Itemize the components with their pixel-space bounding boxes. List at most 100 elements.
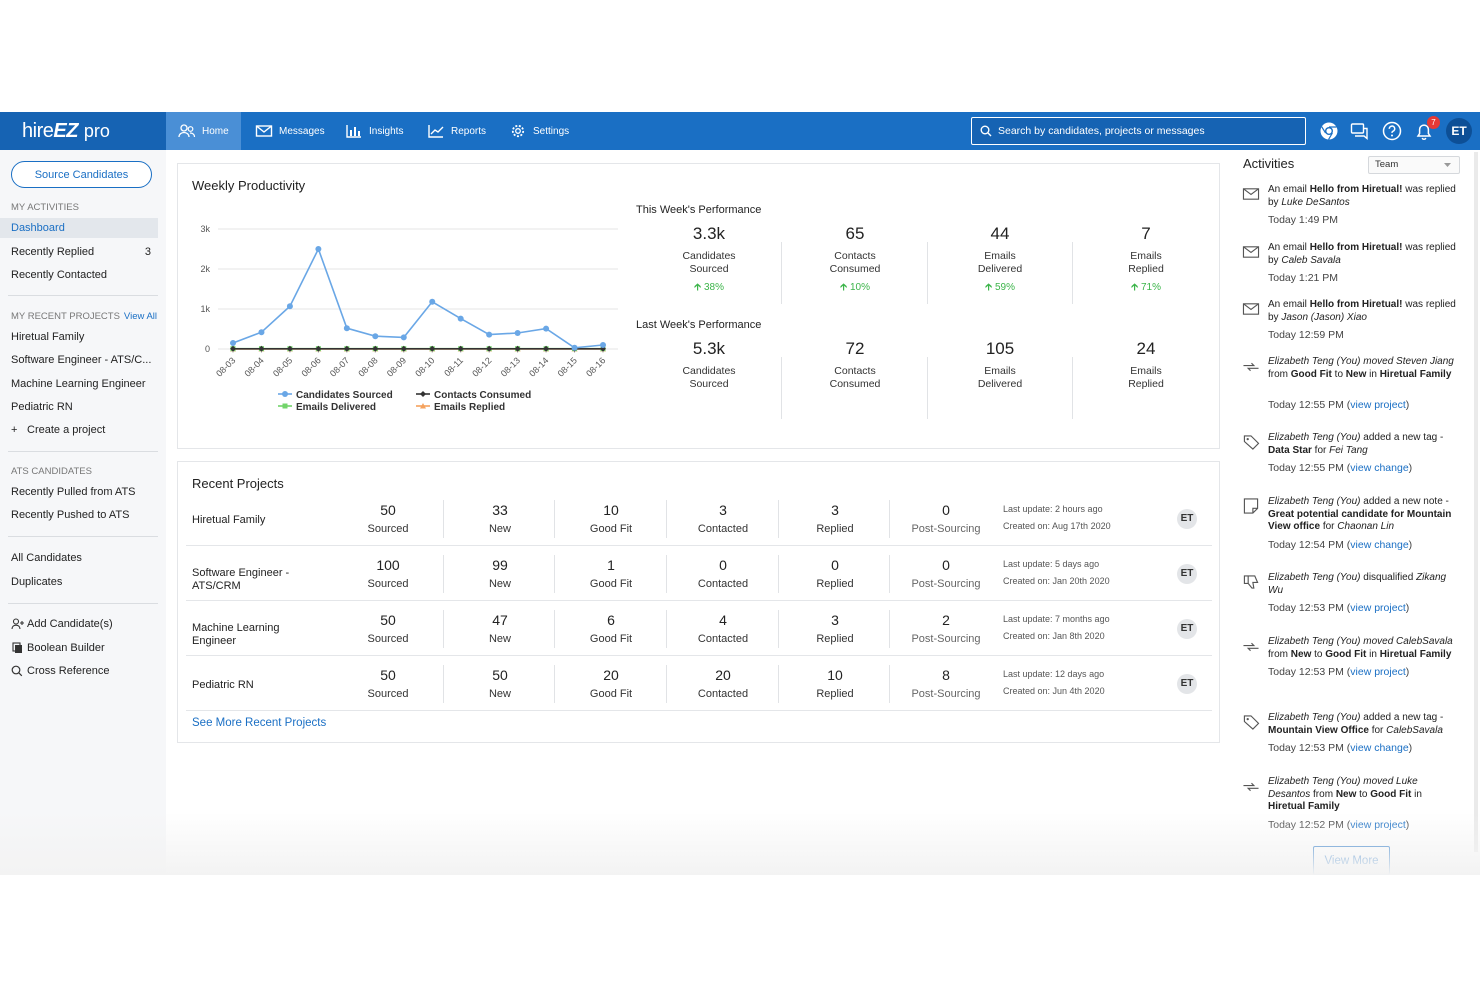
stat-divider	[666, 665, 667, 703]
project-meta: Last update: 2 hours ago Created on: Aug …	[1003, 504, 1111, 531]
data-point	[343, 325, 350, 332]
arrow-up-icon: 🡱	[1131, 282, 1139, 293]
view-more-button[interactable]: View More	[1313, 846, 1390, 875]
hireez-logo[interactable]: hire EZ pro	[0, 112, 166, 150]
user-avatar[interactable]: ET	[1446, 118, 1472, 144]
project-stat-replied[interactable]: 3 Replied	[779, 612, 891, 645]
activity-link[interactable]: view project	[1350, 602, 1406, 614]
view-all-link[interactable]: View All	[123, 311, 158, 322]
chrome-extension-icon[interactable]	[1319, 121, 1339, 141]
stat-divider	[778, 665, 779, 703]
envelope-icon	[255, 125, 273, 137]
activity-link[interactable]: view project	[1350, 818, 1406, 831]
project-owner-avatar[interactable]: ET	[1177, 564, 1197, 584]
sidebar-project-item[interactable]: Software Engineer - ATS/C...	[11, 354, 152, 366]
project-name[interactable]: Machine Learning Engineer	[192, 622, 280, 647]
project-stat-contacted[interactable]: 0 Contacted	[667, 557, 779, 590]
add-user-icon	[11, 618, 24, 630]
search-input[interactable]	[998, 125, 1298, 137]
source-candidates-button[interactable]: Source Candidates	[11, 161, 152, 188]
envelope-icon	[1242, 303, 1260, 315]
project-stat-contacted[interactable]: 20 Contacted	[667, 667, 779, 700]
sidebar-item-pulled-from-ats[interactable]: Recently Pulled from ATS	[11, 486, 136, 498]
project-stat-sourced[interactable]: 50 Sourced	[332, 612, 444, 645]
envelope-icon	[1242, 246, 1260, 258]
activity-link[interactable]: view change	[1350, 538, 1409, 551]
project-stat-replied[interactable]: 0 Replied	[779, 557, 891, 590]
activity-link[interactable]: view project	[1350, 398, 1406, 411]
sidebar-project-item[interactable]: Hiretual Family	[11, 331, 85, 343]
project-row[interactable]: Hiretual Family 50 Sourced 33 New 10 Good Fit 3…	[186, 492, 1212, 546]
project-stat-post-sourcing[interactable]: 0 Post-Sourcing	[890, 557, 1002, 590]
activities-filter-select[interactable]: Team	[1368, 156, 1460, 174]
activities-scrollbar[interactable]	[1474, 152, 1478, 852]
project-stat-new[interactable]: 33 New	[444, 502, 556, 535]
activity-link[interactable]: view change	[1350, 742, 1409, 754]
nav-reports[interactable]: Reports	[415, 112, 498, 150]
global-search-box[interactable]	[971, 117, 1306, 145]
stat-divider	[666, 555, 667, 593]
project-stat-good-fit[interactable]: 6 Good Fit	[555, 612, 667, 645]
arrow-up-icon: 🡱	[985, 282, 993, 293]
sidebar-item-duplicates[interactable]: Duplicates	[11, 576, 63, 588]
stat-divider	[443, 555, 444, 593]
help-icon[interactable]	[1382, 121, 1402, 141]
project-stat-new[interactable]: 47 New	[444, 612, 556, 645]
nav-insights[interactable]: Insights	[333, 112, 415, 150]
project-row[interactable]: Pediatric RN 50 Sourced 50 New 20 Good Fit 20 Co…	[186, 657, 1212, 711]
sidebar-item-dashboard[interactable]: Dashboard	[0, 218, 158, 238]
stat-label: Sourced	[367, 688, 409, 700]
project-stat-post-sourcing[interactable]: 8 Post-Sourcing	[890, 667, 1002, 700]
metric-label: Emails Delivered	[977, 365, 1023, 390]
project-stat-replied[interactable]: 10 Replied	[779, 667, 891, 700]
sidebar-item-pushed-to-ats[interactable]: Recently Pushed to ATS	[11, 509, 130, 521]
project-name[interactable]: Software Engineer - ATS/CRM	[192, 567, 290, 592]
stat-divider	[666, 500, 667, 538]
project-stat-replied[interactable]: 3 Replied	[779, 502, 891, 535]
add-candidates-tool[interactable]: Add Candidate(s)	[11, 614, 157, 634]
project-stat-new[interactable]: 99 New	[444, 557, 556, 590]
project-stat-good-fit[interactable]: 10 Good Fit	[555, 502, 667, 535]
activity-link[interactable]: view change	[1350, 462, 1409, 474]
cross-reference-tool[interactable]: Cross Reference	[11, 661, 157, 681]
project-stat-contacted[interactable]: 4 Contacted	[667, 612, 779, 645]
project-owner-avatar[interactable]: ET	[1177, 619, 1197, 639]
project-name[interactable]: Hiretual Family	[192, 514, 266, 526]
chat-icon[interactable]	[1350, 121, 1370, 141]
project-stat-good-fit[interactable]: 20 Good Fit	[555, 667, 667, 700]
project-stat-good-fit[interactable]: 1 Good Fit	[555, 557, 667, 590]
data-point	[600, 342, 606, 348]
project-name[interactable]: Pediatric RN	[192, 679, 254, 691]
project-stat-new[interactable]: 50 New	[444, 667, 556, 700]
metric-divider	[1072, 242, 1073, 304]
sidebar-item-recently-replied[interactable]: Recently Replied 3	[11, 242, 157, 262]
create-project-link[interactable]: + Create a project	[11, 420, 157, 440]
nav-home[interactable]: Home	[166, 112, 241, 150]
bell-icon[interactable]	[1414, 121, 1434, 141]
nav-settings[interactable]: Settings	[497, 112, 581, 150]
project-stat-post-sourcing[interactable]: 2 Post-Sourcing	[890, 612, 1002, 645]
sidebar-project-item[interactable]: Machine Learning Engineer	[11, 378, 146, 390]
project-stat-contacted[interactable]: 3 Contacted	[667, 502, 779, 535]
project-owner-avatar[interactable]: ET	[1177, 509, 1197, 529]
stat-label: Sourced	[367, 523, 409, 535]
project-stat-post-sourcing[interactable]: 0 Post-Sourcing	[890, 502, 1002, 535]
performance-metric: 3.3k Candidates Sourced 🡱 38%	[636, 224, 782, 297]
project-stat-sourced[interactable]: 50 Sourced	[332, 667, 444, 700]
project-row[interactable]: Software Engineer - ATS/CRM 100 Sourced 99 N…	[186, 547, 1212, 601]
metric-divider	[1072, 357, 1073, 419]
see-more-projects-link[interactable]: See More Recent Projects	[192, 717, 327, 729]
nav-messages[interactable]: Messages	[243, 112, 337, 150]
sidebar-item-recently-contacted[interactable]: Recently Contacted	[11, 269, 107, 281]
project-stat-sourced[interactable]: 50 Sourced	[332, 502, 444, 535]
stat-value: 0	[831, 557, 839, 573]
project-owner-avatar[interactable]: ET	[1177, 674, 1197, 694]
sidebar-item-all-candidates[interactable]: All Candidates	[11, 552, 82, 564]
boolean-builder-tool[interactable]: Boolean Builder	[11, 638, 157, 658]
arrow-up-icon: 🡱	[694, 282, 702, 293]
sidebar-project-item[interactable]: Pediatric RN	[11, 401, 73, 413]
project-row[interactable]: Machine Learning Engineer 50 Sourced 47 New 6…	[186, 602, 1212, 656]
project-stat-sourced[interactable]: 100 Sourced	[332, 557, 444, 590]
activity-link[interactable]: view project	[1350, 666, 1406, 678]
stat-value: 0	[942, 502, 950, 518]
